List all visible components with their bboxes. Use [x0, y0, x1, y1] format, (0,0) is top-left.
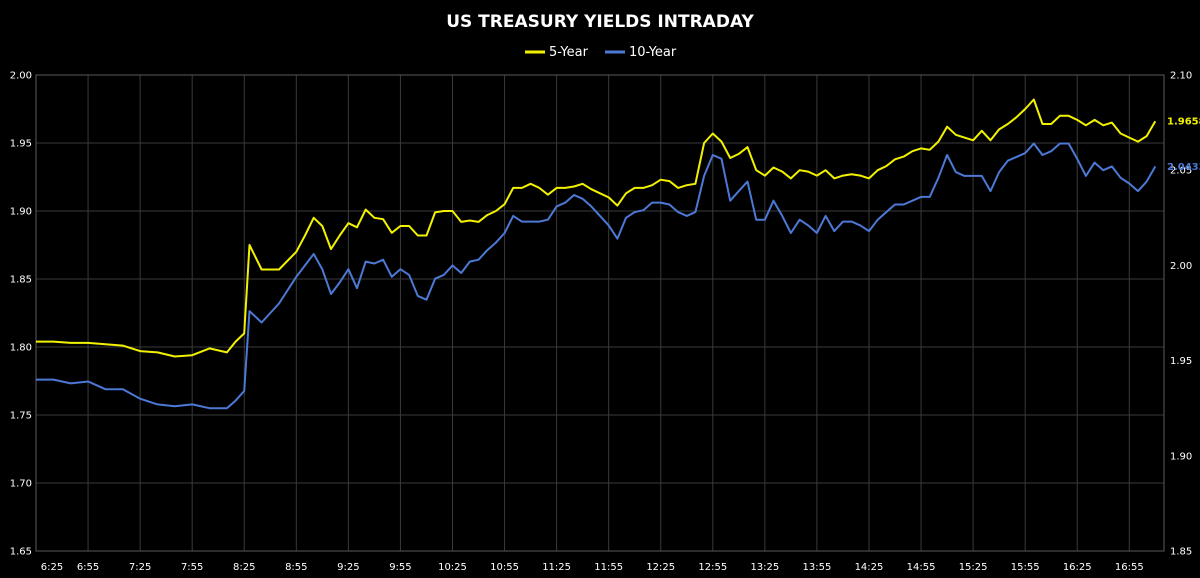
x-tick-label: 8:25 [233, 562, 255, 573]
x-tick-label: 8:55 [285, 562, 307, 573]
x-tick-label: 9:25 [337, 562, 359, 573]
left-tick-label: 1.95 [10, 139, 32, 150]
x-tick-label: 7:25 [129, 562, 151, 573]
left-tick-label: 1.85 [10, 275, 32, 286]
left-tick-label: 1.70 [10, 479, 32, 490]
last-value-label-10-year: 2.0433 [1167, 162, 1200, 173]
legend-item-5-year[interactable]: 5-Year [525, 45, 589, 60]
x-tick-label: 12:25 [646, 562, 675, 573]
right-tick-label: 1.95 [1170, 356, 1192, 367]
legend-label-5-year: 5-Year [549, 45, 589, 60]
series-line-5-year [36, 98, 1157, 358]
left-tick-label: 1.80 [10, 343, 32, 354]
legend: 5-Year 10-Year [525, 45, 677, 60]
left-tick-label: 2.00 [10, 71, 32, 82]
x-tick-label: 10:55 [490, 562, 519, 573]
x-tick-label: 14:25 [855, 562, 884, 573]
x-tick-label: 11:55 [594, 562, 623, 573]
x-tick-label: 16:25 [1063, 562, 1092, 573]
legend-item-10-year[interactable]: 10-Year [605, 45, 677, 60]
x-tick-label: 6:55 [77, 562, 99, 573]
left-tick-label: 1.90 [10, 207, 32, 218]
legend-label-10-year: 10-Year [629, 45, 677, 60]
x-tick-label: 16:55 [1115, 562, 1144, 573]
right-tick-label: 2.05 [1170, 166, 1192, 177]
x-tick-label: 9:55 [389, 562, 411, 573]
plot-area-frame [35, 74, 1165, 552]
right-y-axis: 1.85 1.90 1.95 2.00 2.05 2.10 [1170, 71, 1192, 558]
x-tick-label: 13:25 [750, 562, 779, 573]
chart-title: US TREASURY YIELDS INTRADAY [446, 12, 754, 32]
x-tick-label: 7:55 [181, 562, 203, 573]
x-tick-label: 13:55 [803, 562, 832, 573]
x-tick-label: 15:25 [959, 562, 988, 573]
right-tick-label: 2.00 [1170, 261, 1192, 272]
right-tick-label: 2.10 [1170, 71, 1192, 82]
left-tick-label: 1.75 [10, 411, 32, 422]
x-tick-label: 6:25 [41, 562, 63, 573]
x-tick-label: 14:55 [907, 562, 936, 573]
x-tick-label: 15:55 [1011, 562, 1040, 573]
x-tick-label: 10:25 [438, 562, 467, 573]
series-lines [36, 98, 1157, 410]
left-y-axis: 1.65 1.70 1.75 1.80 1.85 1.90 1.95 2.00 [10, 71, 32, 558]
last-value-label-5-year: 1.9658 [1167, 117, 1200, 128]
grid [35, 74, 1164, 552]
x-tick-label: 11:25 [542, 562, 571, 573]
last-value-labels: 1.9658 2.0433 [1167, 117, 1200, 173]
right-tick-label: 1.85 [1170, 547, 1192, 558]
left-tick-label: 1.65 [10, 547, 32, 558]
right-tick-label: 1.90 [1170, 451, 1192, 462]
x-tick-label: 12:55 [698, 562, 727, 573]
series-line-10-year [36, 142, 1157, 410]
x-axis: 6:25 6:55 7:25 7:55 8:25 8:55 9:25 9:55 10:25 10:… [41, 562, 1144, 573]
